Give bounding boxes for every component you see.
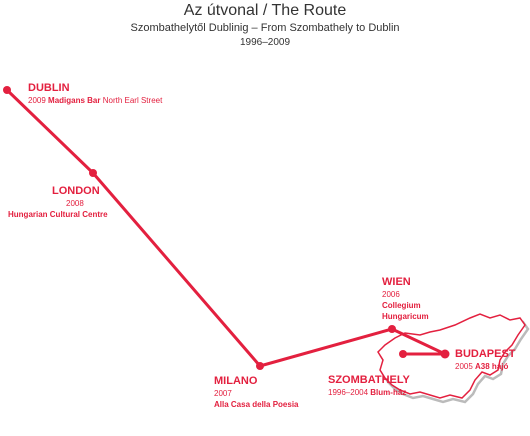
node-name: DUBLIN [28,82,70,94]
node-detail: 1996–2004 Blum-ház [328,388,406,397]
point [256,362,264,370]
place: Collegium [382,301,421,310]
place: Hungaricum [382,312,429,321]
years: 1996–2009 [240,37,290,48]
route-line [5,88,447,368]
point [3,86,11,94]
address: North Earl Street [103,96,163,105]
node-name: SZOMBATHELY [328,374,411,386]
hungary-outline [377,313,530,404]
place: Alla Casa della Poesia [214,400,299,409]
year: 2005 [455,362,473,371]
year: 1996–2004 [328,388,369,397]
node-name: BUDAPEST [455,348,516,360]
point [388,325,396,333]
year: 2007 [214,389,232,398]
place: Blum-ház [370,388,406,397]
route-points [3,86,450,370]
place: Hungarian Cultural Centre [8,210,108,219]
point [399,350,407,358]
node-name: MILANO [214,375,258,387]
node-name: LONDON [52,185,100,197]
subtitle: Szombathelytől Dublinig – From Szombathe… [130,22,399,34]
point [89,169,97,177]
year: 2006 [382,290,400,299]
place: A38 hajó [475,362,508,371]
year: 2009 [28,96,46,105]
node-name: WIEN [382,276,411,288]
place: Madigans Bar [48,96,100,105]
node-detail: 2005 A38 hajó [455,362,508,371]
year: 2008 [66,199,84,208]
title: Az útvonal / The Route [184,2,347,19]
point [440,349,450,359]
node-detail: 2009 Madigans Bar North Earl Street [28,96,163,105]
outline [377,313,526,399]
